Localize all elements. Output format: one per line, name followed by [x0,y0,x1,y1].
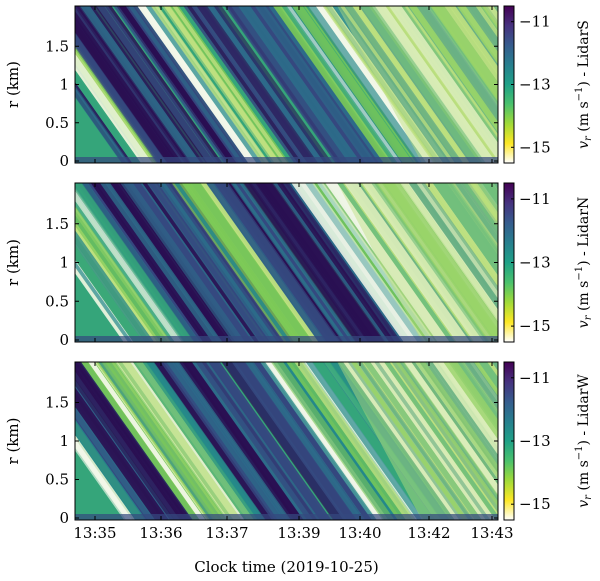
y-tick-label: 1.5 [45,37,69,55]
y-tick-label: 0.5 [45,292,69,310]
colorbar-lidarw: −11 −13 −15 vr (m s−1) - LidarW [503,361,594,521]
x-tick-label: 13:40 [338,524,381,542]
heatmap-lidars [75,6,498,163]
y-tick-label: 1 [59,254,69,272]
colorbar-tick-label: −13 [519,76,551,94]
colorbar-tick-label: −15 [519,317,551,335]
colorbar-label: vr (m s−1) - LidarS [574,20,594,149]
colorbar-tick-label: −15 [519,138,551,156]
colorbar-tick-label: −15 [519,495,551,513]
colorbar-tick-label: −11 [519,369,551,387]
x-tick-label: 13:43 [470,524,513,542]
y-axis-label: r (km) [4,239,22,286]
x-tick-label: 13:42 [407,524,450,542]
x-axis-label: Clock time (2019-10-25) [194,558,378,576]
heatmap-lidarw [75,362,498,520]
y-axis-label: r (km) [4,61,22,108]
colorbar-tick-label: −13 [519,432,551,450]
colorbar-label: vr (m s−1) - LidarW [574,374,594,508]
colorbar-tick-label: −13 [519,254,551,272]
panel-lidarn: 0 0.5 1 1.5 r (km) −11 −13 −15 vr (m s−1) - Lida… [4,182,594,349]
x-tick-label: 13:37 [205,524,248,542]
x-tick-label: 13:36 [139,524,182,542]
colorbar-lidarn: −11 −13 −15 vr (m s−1) - LidarN [503,182,594,343]
colorbar-label: vr (m s−1) - LidarN [574,197,594,328]
y-tick-label: 0 [59,152,69,170]
y-tick-label: 0.5 [45,114,69,132]
x-tick-label: 13:35 [73,524,116,542]
y-tick-label: 0.5 [45,471,69,489]
y-tick-label: 0 [59,331,69,349]
colorbar-tick-label: −11 [519,190,551,208]
y-axis-label: r (km) [4,418,22,465]
heatmap-lidarn [75,183,498,342]
panel-lidarw: 0 0.5 1 1.5 r (km) −11 −13 −15 vr (m s−1) - Lida… [4,361,594,527]
colorbar-tick-label: −11 [519,13,551,31]
panel-lidars: 0 0.5 1 1.5 r (km) −11 −13 −15 vr (m s−1) - Lida… [4,5,594,170]
y-tick-label: 1.5 [45,215,69,233]
y-tick-label: 1 [59,76,69,94]
y-tick-label: 0 [59,509,69,527]
colorbar-lidars: −11 −13 −15 vr (m s−1) - LidarS [503,5,594,164]
y-tick-label: 1 [59,432,69,450]
y-tick-label: 1.5 [45,394,69,412]
x-tick-label: 13:39 [277,524,320,542]
